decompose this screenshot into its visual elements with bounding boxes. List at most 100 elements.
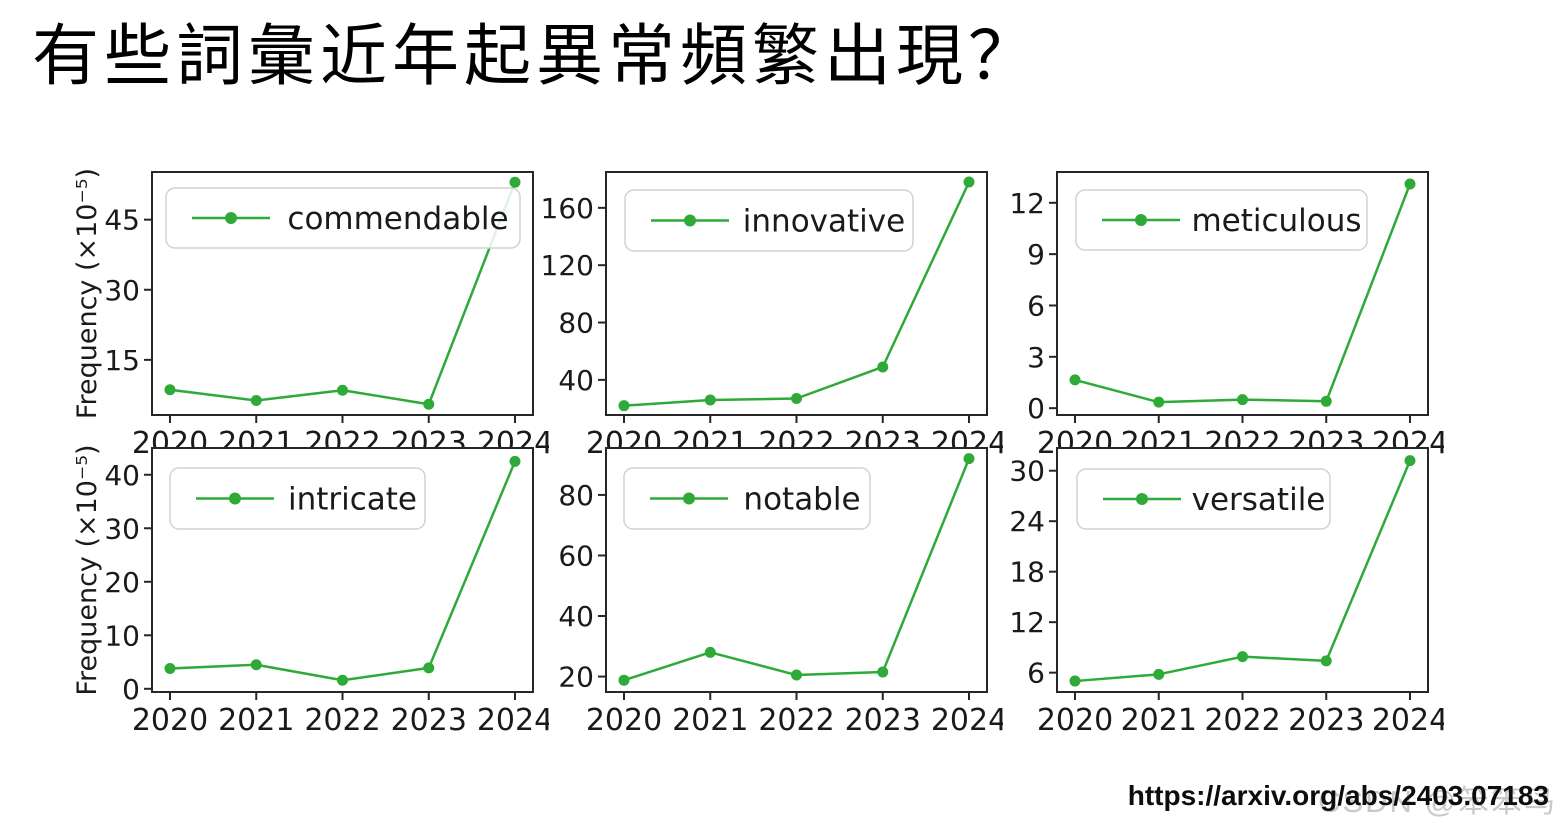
chart-svg-notable: 20 40 60 80 2020 2021 2022 2023 2024 notable [558,447,1003,738]
y-tick-label: 80 [558,307,594,340]
data-point [877,361,889,373]
y-tick-label: 20 [558,661,594,694]
y-tick-label: 30 [104,274,140,307]
data-point [1320,395,1332,407]
y-tick-label: 9 [1027,238,1045,271]
data-point [337,674,348,686]
data-point [423,662,435,674]
data-point [704,646,716,658]
legend-marker-dot [683,492,695,505]
y-tick-label: 45 [104,204,140,237]
x-tick-label: 2023 [1288,703,1364,738]
x-tick-label: 2020 [1037,703,1113,738]
y-tick-label: 40 [558,600,594,633]
legend-marker-dot [684,214,696,227]
legend-label: meticulous [1191,203,1361,239]
x-tick-label: 2020 [132,703,208,738]
x-tick-label: 2022 [758,703,834,738]
source-url-link[interactable]: https://arxiv.org/abs/2403.07183 [1127,780,1549,811]
y-tick-label: 12 [1009,606,1045,639]
data-point [1404,178,1416,190]
legend-label: commendable [287,201,508,237]
data-point [250,395,262,407]
x-tick-label: 2023 [391,703,467,738]
x-tick-label: 2021 [218,703,294,738]
legend-box [1076,468,1331,530]
legend-marker-dot [1136,493,1148,505]
chart-versatile: 6 12 18 24 30 2020 2021 2022 2023 2024 versatile [979,434,1444,744]
data-point [509,176,521,188]
x-tick-label: 2024 [477,703,549,738]
data-point [963,453,975,465]
x-tick-label: 2021 [1121,703,1197,738]
slide-title: 有些詞彙近年起異常頻繁出現？ [32,19,1040,94]
csdn-watermark: CSDN @笨笨鸟 [1318,784,1557,819]
data-point [1153,396,1165,408]
y-tick-label: 40 [558,364,594,397]
legend-label: innovative [743,204,905,240]
y-tick-label: 30 [104,512,140,545]
data-point [164,384,176,396]
data-point [1069,675,1081,687]
legend-box [169,467,426,530]
y-axis-label: Frequency (×10⁻⁵) [74,444,103,695]
y-tick-label: 120 [541,249,594,282]
data-point [1320,655,1332,667]
x-tick-label: 2021 [672,703,748,738]
y-tick-label: 0 [1027,392,1045,425]
y-tick-label: 20 [104,566,140,599]
data-point [791,669,802,681]
x-tick-label: 2024 [1372,703,1444,738]
y-axis-label: Frequency (×10⁻⁵) [74,168,103,419]
data-point [1404,455,1416,467]
data-point [250,659,262,671]
chart-meticulous: 0 3 6 9 12 2020 2021 2022 2023 2024 meticulous [979,158,1444,467]
x-tick-label: 2023 [845,703,921,738]
y-tick-label: 80 [558,479,594,512]
chart-innovative: 40 80 120 160 2020 2021 2022 2023 2024 innovative [528,158,1003,467]
y-tick-label: 12 [1009,187,1045,220]
data-point [877,666,889,678]
data-point [509,455,521,467]
legend-marker-dot [1135,214,1147,226]
chart-svg-versatile: 6 12 18 24 30 2020 2021 2022 2023 2024 versatile [1009,447,1444,738]
legend-box [1075,189,1368,251]
data-point [618,400,630,412]
data-point [423,398,435,410]
legend-label: intricate [288,482,417,518]
y-tick-label: 160 [541,192,594,225]
data-point [618,674,630,686]
legend-label: notable [743,482,860,518]
data-point [337,384,348,396]
chart-svg-intricate: 0 10 20 30 40 2020 2021 2022 2023 2024 intricate Fr… [74,444,549,738]
data-point [1237,394,1248,406]
legend-marker-dot [225,212,237,224]
y-tick-label: 15 [104,344,140,377]
chart-commendable: 15 30 45 2020 2021 2022 2023 2024 commendable Fre… [74,158,549,467]
y-tick-label: 60 [558,539,594,572]
y-tick-label: 18 [1009,556,1045,589]
data-point [1069,374,1081,386]
legend-label: versatile [1192,482,1326,518]
legend-box [623,467,871,530]
data-point [704,394,716,406]
data-point [791,393,802,405]
legend-box [624,189,914,252]
chart-notable: 20 40 60 80 2020 2021 2022 2023 2024 notable [528,434,1003,744]
data-point [164,662,176,674]
data-point [963,176,975,188]
x-tick-label: 2022 [1204,703,1280,738]
chart-intricate: 0 10 20 30 40 2020 2021 2022 2023 2024 intricate Fr… [74,434,549,744]
x-tick-label: 2022 [304,703,380,738]
y-tick-label: 6 [1027,289,1045,322]
x-tick-label: 2020 [586,703,662,738]
legend-marker-dot [229,492,241,505]
y-tick-label: 6 [1027,657,1045,690]
y-tick-label: 10 [104,619,140,652]
data-point [1153,668,1165,680]
data-point [1237,651,1248,663]
